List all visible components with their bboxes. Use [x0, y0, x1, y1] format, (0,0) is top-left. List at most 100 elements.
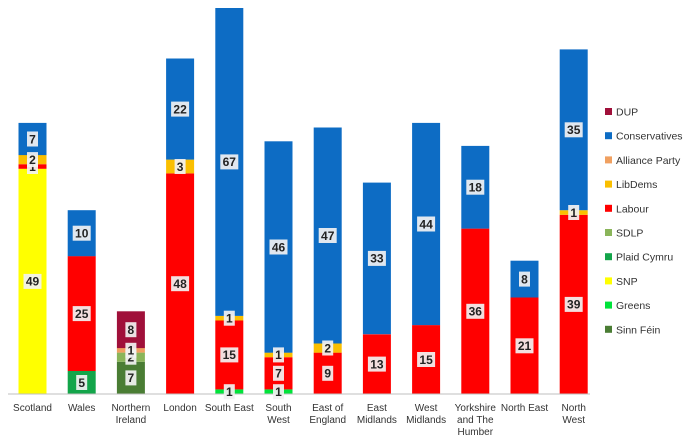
data-label-east-midlands-conservatives: 33 [370, 252, 384, 266]
category-label-london: London [163, 403, 196, 414]
data-label-wales-labour: 25 [75, 307, 89, 321]
data-label-south-west-libdems: 1 [275, 348, 282, 362]
data-label-box [171, 276, 190, 292]
category-label-south-east: South East [205, 403, 254, 414]
legend-swatch-alliance-party [605, 156, 612, 164]
data-label-south-west-greens: 1 [275, 385, 282, 399]
data-label-box [76, 375, 88, 390]
legend-label-sdlp: SDLP [616, 228, 643, 240]
data-label-yorkshire-and-the-humber-conservatives: 18 [469, 181, 483, 195]
data-label-north-west-conservatives: 35 [567, 123, 581, 137]
data-label-box [322, 340, 334, 356]
data-label-northern-ireland-alliance-party: 1 [128, 344, 135, 358]
data-label-box [466, 179, 485, 195]
category-label-north-east: North East [501, 403, 548, 414]
data-label-box [466, 303, 485, 319]
category-label-northern-ireland: Northern Ireland [111, 403, 150, 426]
data-label-box [367, 250, 386, 266]
legend-swatch-conservatives [605, 132, 612, 140]
legend-item-labour: Labour [605, 203, 649, 215]
data-label-south-west-conservatives: 46 [272, 240, 286, 254]
legend-label-dup: DUP [616, 107, 638, 119]
data-label-box [72, 225, 91, 241]
legend-swatch-libdems [605, 180, 612, 188]
category-label-scotland: Scotland [13, 403, 52, 414]
legend-label-snp: SNP [616, 276, 638, 288]
data-label-box [568, 205, 580, 220]
category-label-east-of-england: East of England [309, 403, 346, 426]
data-label-wales-plaid-cymru: 5 [78, 376, 85, 390]
data-label-box [220, 347, 239, 363]
data-label-box [519, 271, 530, 287]
data-label-south-east-greens: 1 [226, 385, 233, 399]
data-label-box [273, 384, 284, 400]
data-labels-group: 49 1 2 7 5 25 10 7 21 8 48 3 22 1 15 1 67 1 7 1 46 9 2 47 13 33 15… [23, 101, 583, 400]
data-label-box [125, 322, 137, 338]
category-label-south-west: South West [265, 403, 291, 426]
legend-label-libdems: LibDems [616, 179, 657, 191]
data-label-north-east-labour: 21 [518, 339, 532, 353]
data-label-north-east-conservatives: 8 [521, 272, 528, 286]
legend-swatch-labour [605, 204, 612, 212]
category-label-east-midlands: East Midlands [357, 403, 397, 426]
legend-item-plaid-cymru: Plaid Cymru [605, 252, 673, 264]
legend-item-sinn-f-in: Sinn Féin [605, 324, 661, 336]
data-label-london-conservatives: 22 [173, 102, 187, 116]
data-label-box [174, 159, 186, 174]
data-label-box [27, 152, 38, 168]
data-label-south-east-labour: 15 [223, 348, 237, 362]
data-label-south-east-libdems: 1 [226, 312, 233, 326]
data-label-northern-ireland-sinn-f-in: 7 [128, 371, 135, 385]
data-label-south-east-conservatives: 67 [223, 155, 237, 169]
legend-label-alliance-party: Alliance Party [616, 155, 681, 167]
legend-label-conservatives: Conservatives [616, 131, 683, 143]
data-label-scotland-conservatives: 7 [29, 132, 36, 146]
data-label-box [269, 239, 288, 255]
data-label-box [273, 365, 284, 381]
category-label-wales: Wales [68, 403, 95, 414]
bars-group [18, 8, 588, 394]
legend-label-plaid-cymru: Plaid Cymru [616, 252, 673, 264]
legend-label-labour: Labour [616, 203, 649, 215]
legend-item-libdems: LibDems [605, 179, 657, 191]
data-label-south-west-labour: 7 [275, 367, 282, 381]
legend-swatch-dup [605, 108, 612, 115]
data-label-box [125, 342, 137, 358]
data-label-box [23, 273, 42, 289]
data-label-east-of-england-labour: 9 [324, 367, 331, 381]
data-label-northern-ireland-dup: 8 [128, 323, 135, 337]
legend-label-sinn-f-in: Sinn Féin [616, 324, 661, 336]
data-label-east-midlands-labour: 13 [370, 357, 384, 371]
data-label-box [273, 347, 284, 363]
category-label-yorkshire-and-the-humber: Yorkshire and The Humber [455, 403, 497, 438]
data-label-box [171, 101, 190, 117]
data-label-wales-conservatives: 10 [75, 227, 89, 241]
data-label-box [223, 310, 235, 326]
legend-swatch-greens [605, 301, 612, 309]
data-label-east-of-england-conservatives: 47 [321, 229, 335, 243]
data-label-west-midlands-conservatives: 44 [419, 217, 433, 231]
data-label-box [564, 122, 583, 138]
data-label-box [322, 365, 334, 381]
data-label-box [417, 352, 436, 367]
category-label-north-west: North West [561, 403, 585, 426]
data-label-box [318, 228, 337, 243]
data-label-box [72, 306, 91, 322]
data-label-box [27, 131, 38, 147]
data-label-box [564, 296, 583, 312]
data-label-box [367, 356, 386, 372]
data-label-scotland-snp: 49 [26, 275, 40, 289]
legend: DUP Conservatives Alliance Party LibDems Lab… [605, 107, 683, 336]
legend-swatch-plaid-cymru [605, 253, 612, 261]
data-label-box [125, 370, 137, 386]
legend-swatch-sinn-f-in [605, 325, 612, 333]
legend-swatch-sdlp [605, 229, 612, 236]
data-label-north-west-labour: 39 [567, 298, 581, 312]
legend-item-sdlp: SDLP [605, 228, 643, 240]
data-label-east-of-england-libdems: 2 [324, 341, 331, 355]
data-label-box [223, 384, 235, 400]
data-label-box [220, 154, 239, 170]
category-labels-group: Scotland Wales Northern Ireland London South … [13, 403, 586, 438]
data-label-north-west-libdems: 1 [570, 206, 577, 220]
